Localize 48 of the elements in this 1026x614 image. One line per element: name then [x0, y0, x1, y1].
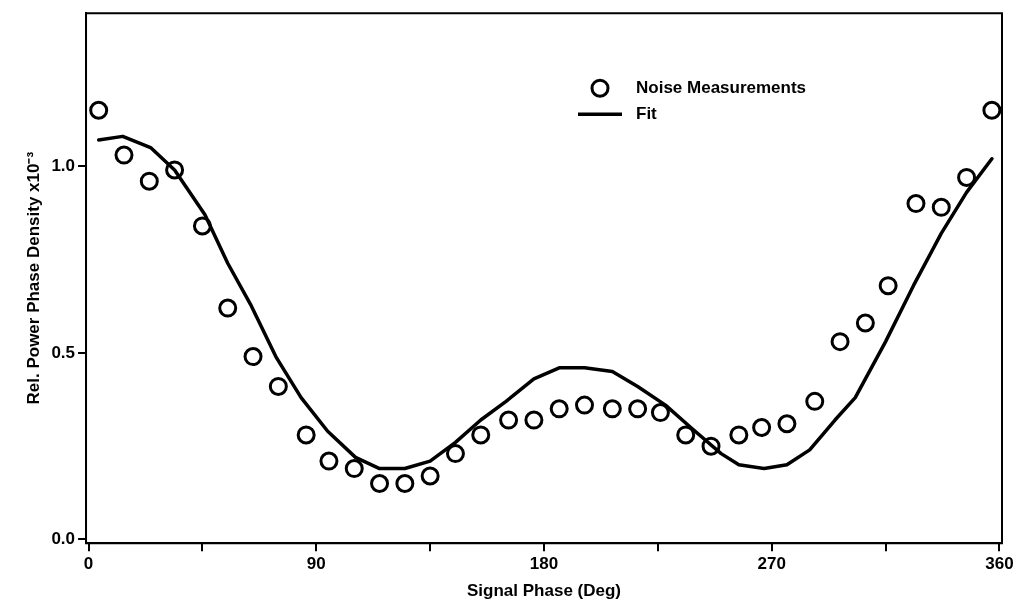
point [575, 395, 594, 415]
point [89, 100, 109, 120]
point [344, 459, 364, 479]
x-axis-title: Signal Phase (Deg) [467, 581, 622, 601]
point [165, 160, 185, 180]
x-tick-label: 180 [529, 554, 559, 574]
point [218, 298, 238, 318]
point [906, 194, 926, 214]
legend-label: Noise Measurements [636, 77, 807, 97]
point [243, 347, 263, 367]
point [805, 391, 825, 411]
point [370, 473, 390, 493]
x-tick-label: 270 [757, 554, 786, 574]
point [855, 313, 875, 333]
y-tick-label: 0.0 [51, 529, 76, 549]
point [471, 425, 491, 445]
x-tick-label: 90 [306, 554, 326, 574]
y-axis-title: Rel. Power Phase Density x10⁻³ [23, 151, 43, 405]
point [650, 403, 670, 423]
x-tick-label: 0 [83, 554, 94, 574]
point [729, 425, 749, 445]
point [957, 167, 977, 187]
point [499, 410, 519, 430]
legend-label: Fit [636, 103, 658, 123]
point [420, 466, 440, 486]
point [319, 451, 339, 471]
point [395, 473, 415, 493]
point [602, 399, 622, 419]
point [752, 418, 772, 437]
point [878, 276, 898, 296]
point [296, 425, 316, 445]
point [139, 171, 159, 191]
point [114, 145, 134, 165]
point [931, 197, 951, 217]
point [268, 376, 288, 396]
y-tick-label: 0.5 [51, 342, 76, 362]
point [676, 425, 696, 445]
point [192, 216, 212, 236]
point [628, 399, 648, 419]
point [982, 100, 1002, 120]
point [549, 399, 569, 419]
x-tick-label: 360 [985, 554, 1014, 574]
point [777, 414, 797, 434]
point [445, 444, 465, 464]
point [524, 410, 544, 430]
y-tick-label: 1.0 [51, 155, 76, 175]
point [830, 332, 850, 352]
point [701, 436, 721, 456]
